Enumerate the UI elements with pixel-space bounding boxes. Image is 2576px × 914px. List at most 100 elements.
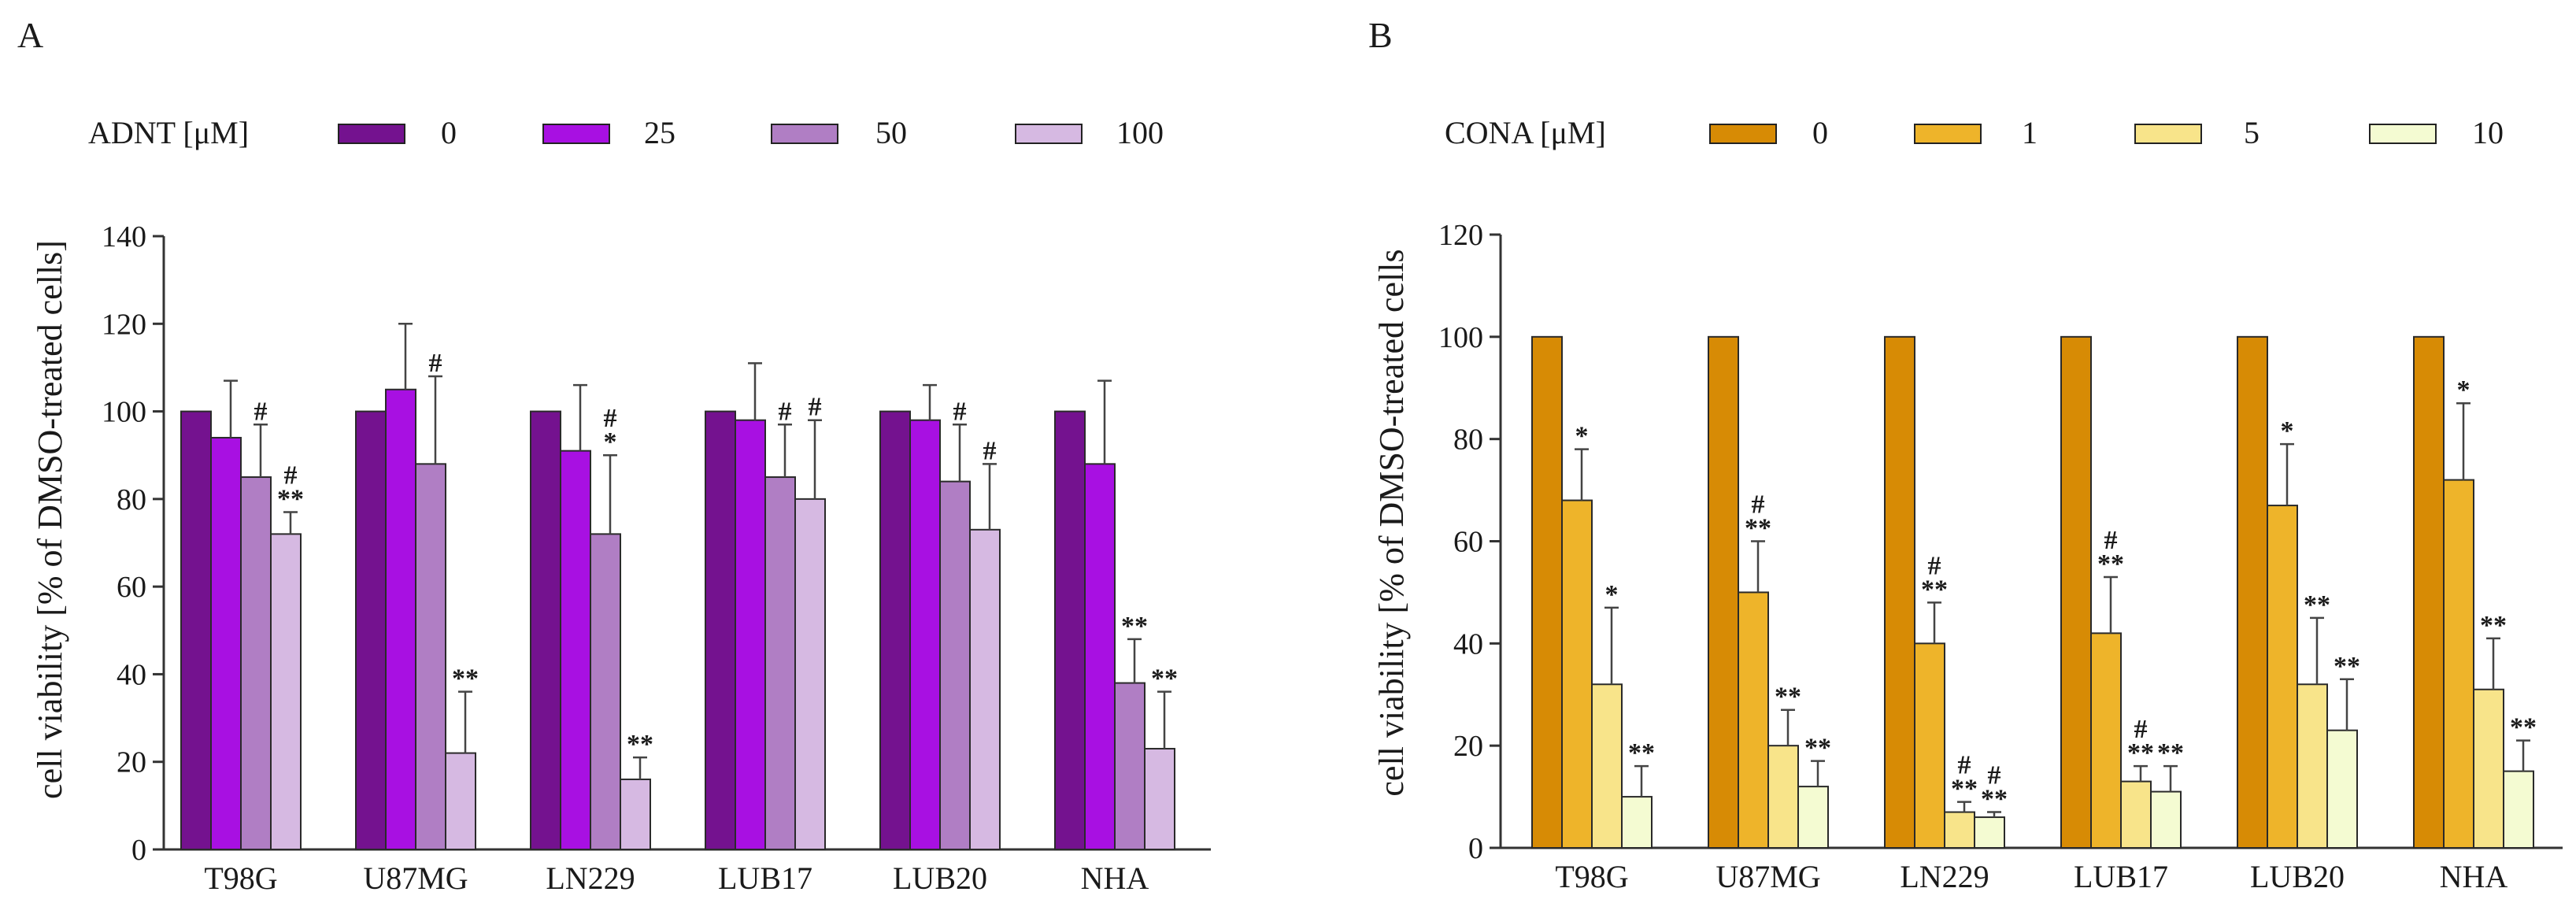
panel-a-bar-u87mg-series-50 [415, 463, 446, 850]
panel-a-bar-lub17-series-25 [735, 419, 766, 850]
panel-b-bar-lub20-series-5 [2297, 683, 2328, 849]
legend-b-swatch-2 [2134, 124, 2202, 144]
panel-b-category-label: LN229 [1900, 859, 1989, 894]
panel-a-bar-nha-series-25 [1084, 463, 1116, 850]
panel-b-bar-nha-series-1 [2443, 479, 2474, 849]
legend-a-label-3: 100 [1116, 115, 1164, 150]
panel-b-significance-label: ** [2510, 713, 2537, 742]
panel-a-bar-u87mg-series-0 [355, 410, 387, 850]
panel-b-bar-u87mg-series-5 [1767, 745, 1799, 849]
panel-a-bar-lub20-series-50 [939, 480, 971, 850]
legend-b-label-1: 1 [2022, 115, 2037, 150]
panel-b: B CONA [μM] 0 1 5 10 cell viability [% o… [1368, 15, 2563, 894]
panel-a-bar-u87mg-series-25 [385, 388, 416, 850]
panel-b-significance-label: ** [1628, 738, 1655, 768]
panel-a-y-axis-label: cell viability [% of DMSO-treated cells] [31, 240, 69, 799]
panel-a-category-label: U87MG [363, 860, 468, 896]
panel-b-bar-nha-series-10 [2503, 770, 2534, 849]
panel-a-significance-label: # [983, 436, 997, 465]
panel-a-bar-t98g-series-50 [240, 476, 272, 850]
panel-b-significance-label: # [1928, 551, 1941, 580]
panel-b-bar-ln229-series-0 [1884, 335, 1915, 849]
panel-b-y-tick-label: 60 [1453, 526, 1483, 559]
panel-a-significance-label: # [604, 404, 617, 433]
panel-a-significance-label: ** [277, 485, 304, 514]
panel-b-bar-ln229-series-10 [1974, 816, 2005, 849]
legend-a-label-0: 0 [441, 115, 457, 150]
panel-b-y-axis-label: cell viability [% of DMSO-treated cells [1372, 249, 1411, 796]
panel-a-bar-nha-series-0 [1054, 410, 1086, 850]
panel-a-y-tick-label: 100 [102, 396, 146, 429]
panel-a-bar-ln229-series-100 [620, 778, 651, 851]
panel-a-bar-ln229-series-25 [560, 450, 591, 851]
panel-a-significance-label: ** [627, 730, 653, 759]
panel-b-bar-t98g-series-10 [1621, 796, 1653, 849]
panel-a-y-tick-label: 140 [102, 220, 146, 253]
panel-b-bar-lub17-series-5 [2120, 780, 2152, 849]
panel-b-significance-label: ** [1804, 734, 1831, 763]
panel-b-significance-label: ** [1981, 785, 2008, 814]
panel-b-bar-u87mg-series-1 [1738, 591, 1769, 849]
panel-a-bar-lub20-series-25 [909, 419, 941, 850]
panel-a-bar-lub17-series-50 [764, 476, 796, 850]
panel-b-bar-t98g-series-5 [1591, 683, 1623, 849]
panel-a-significance-label: # [429, 349, 442, 378]
panel-a: A ADNT [μM] 0 25 50 100 cell viability [… [17, 15, 1211, 896]
panel-b-bar-u87mg-series-0 [1708, 335, 1739, 849]
panel-b-bar-lub20-series-1 [2267, 505, 2298, 849]
panel-a-bar-ln229-series-50 [590, 533, 621, 850]
panel-a-bar-lub20-series-100 [969, 528, 1001, 850]
panel-a-y-tick-label: 60 [117, 571, 146, 604]
panel-a-significance-label: * [604, 427, 617, 457]
panel-b-significance-label: ** [1775, 683, 1801, 712]
panel-b-significance-label: # [1988, 761, 2001, 790]
legend-a-swatch-0 [338, 124, 405, 144]
panel-a-bar-lub17-series-100 [794, 498, 826, 850]
panel-b-bar-lub20-series-0 [2237, 335, 2268, 849]
panel-a-category-label: LN229 [546, 860, 635, 896]
panel-b-bar-lub17-series-1 [2090, 632, 2122, 849]
panel-b-y-tick-label: 20 [1453, 730, 1483, 763]
panel-a-category-label: T98G [204, 860, 277, 896]
panel-b-category-label: NHA [2440, 859, 2508, 894]
panel-b-significance-label: # [1958, 751, 1971, 780]
legend-a-swatch-1 [542, 124, 610, 144]
panel-a-legend: ADNT [μM] 0 25 50 100 [88, 115, 1164, 150]
panel-b-y-tick-label: 80 [1453, 424, 1483, 457]
panel-b-y-tick-label: 100 [1438, 321, 1483, 354]
panel-b-significance-label: # [1752, 490, 1765, 520]
panel-b-significance-label: # [2104, 526, 2118, 555]
panel-a-significance-label: # [779, 397, 792, 426]
panel-a-y-tick-label: 40 [117, 658, 146, 691]
panel-a-significance-label: # [254, 397, 268, 426]
panel-b-bar-ln229-series-5 [1944, 811, 1975, 849]
panel-b-significance-label: * [1605, 580, 1619, 609]
panel-b-legend: CONA [μM] 0 1 5 10 [1445, 115, 2504, 150]
panel-a-bar-lub17-series-0 [705, 410, 736, 850]
panel-a-letter: A [17, 15, 43, 55]
panel-a-bar-t98g-series-25 [210, 436, 242, 850]
panel-b-significance-label: ** [2097, 550, 2124, 579]
legend-b-label-0: 0 [1812, 115, 1828, 150]
panel-b-bar-ln229-series-1 [1914, 642, 1945, 849]
panel-b-significance-label: ** [1921, 575, 1948, 604]
panel-b-category-label: T98G [1555, 859, 1628, 894]
panel-b-significance-label: ** [2157, 738, 2184, 768]
panel-a-y-tick-label: 20 [117, 746, 146, 779]
legend-a-swatch-3 [1015, 124, 1083, 144]
legend-a-label-2: 50 [875, 115, 907, 150]
legend-a-label-1: 25 [644, 115, 675, 150]
legend-b-swatch-0 [1709, 124, 1777, 144]
panel-b-bar-u87mg-series-10 [1797, 786, 1829, 849]
panel-b-legend-title: CONA [μM] [1445, 115, 1606, 150]
legend-a-swatch-2 [771, 124, 838, 144]
panel-b-significance-label: ** [2480, 611, 2507, 640]
panel-b-significance-label: ** [2304, 590, 2330, 620]
panel-b-plot-area: 020406080100120****T98G**#****U87MG**#**… [1438, 219, 2563, 894]
panel-a-y-tick-label: 120 [102, 308, 146, 341]
panel-b-significance-label: # [2134, 715, 2148, 744]
legend-b-swatch-3 [2369, 124, 2437, 144]
panel-b-significance-label: * [2457, 376, 2471, 405]
panel-b-bar-t98g-series-0 [1531, 335, 1563, 849]
panel-b-category-label: U87MG [1715, 859, 1820, 894]
